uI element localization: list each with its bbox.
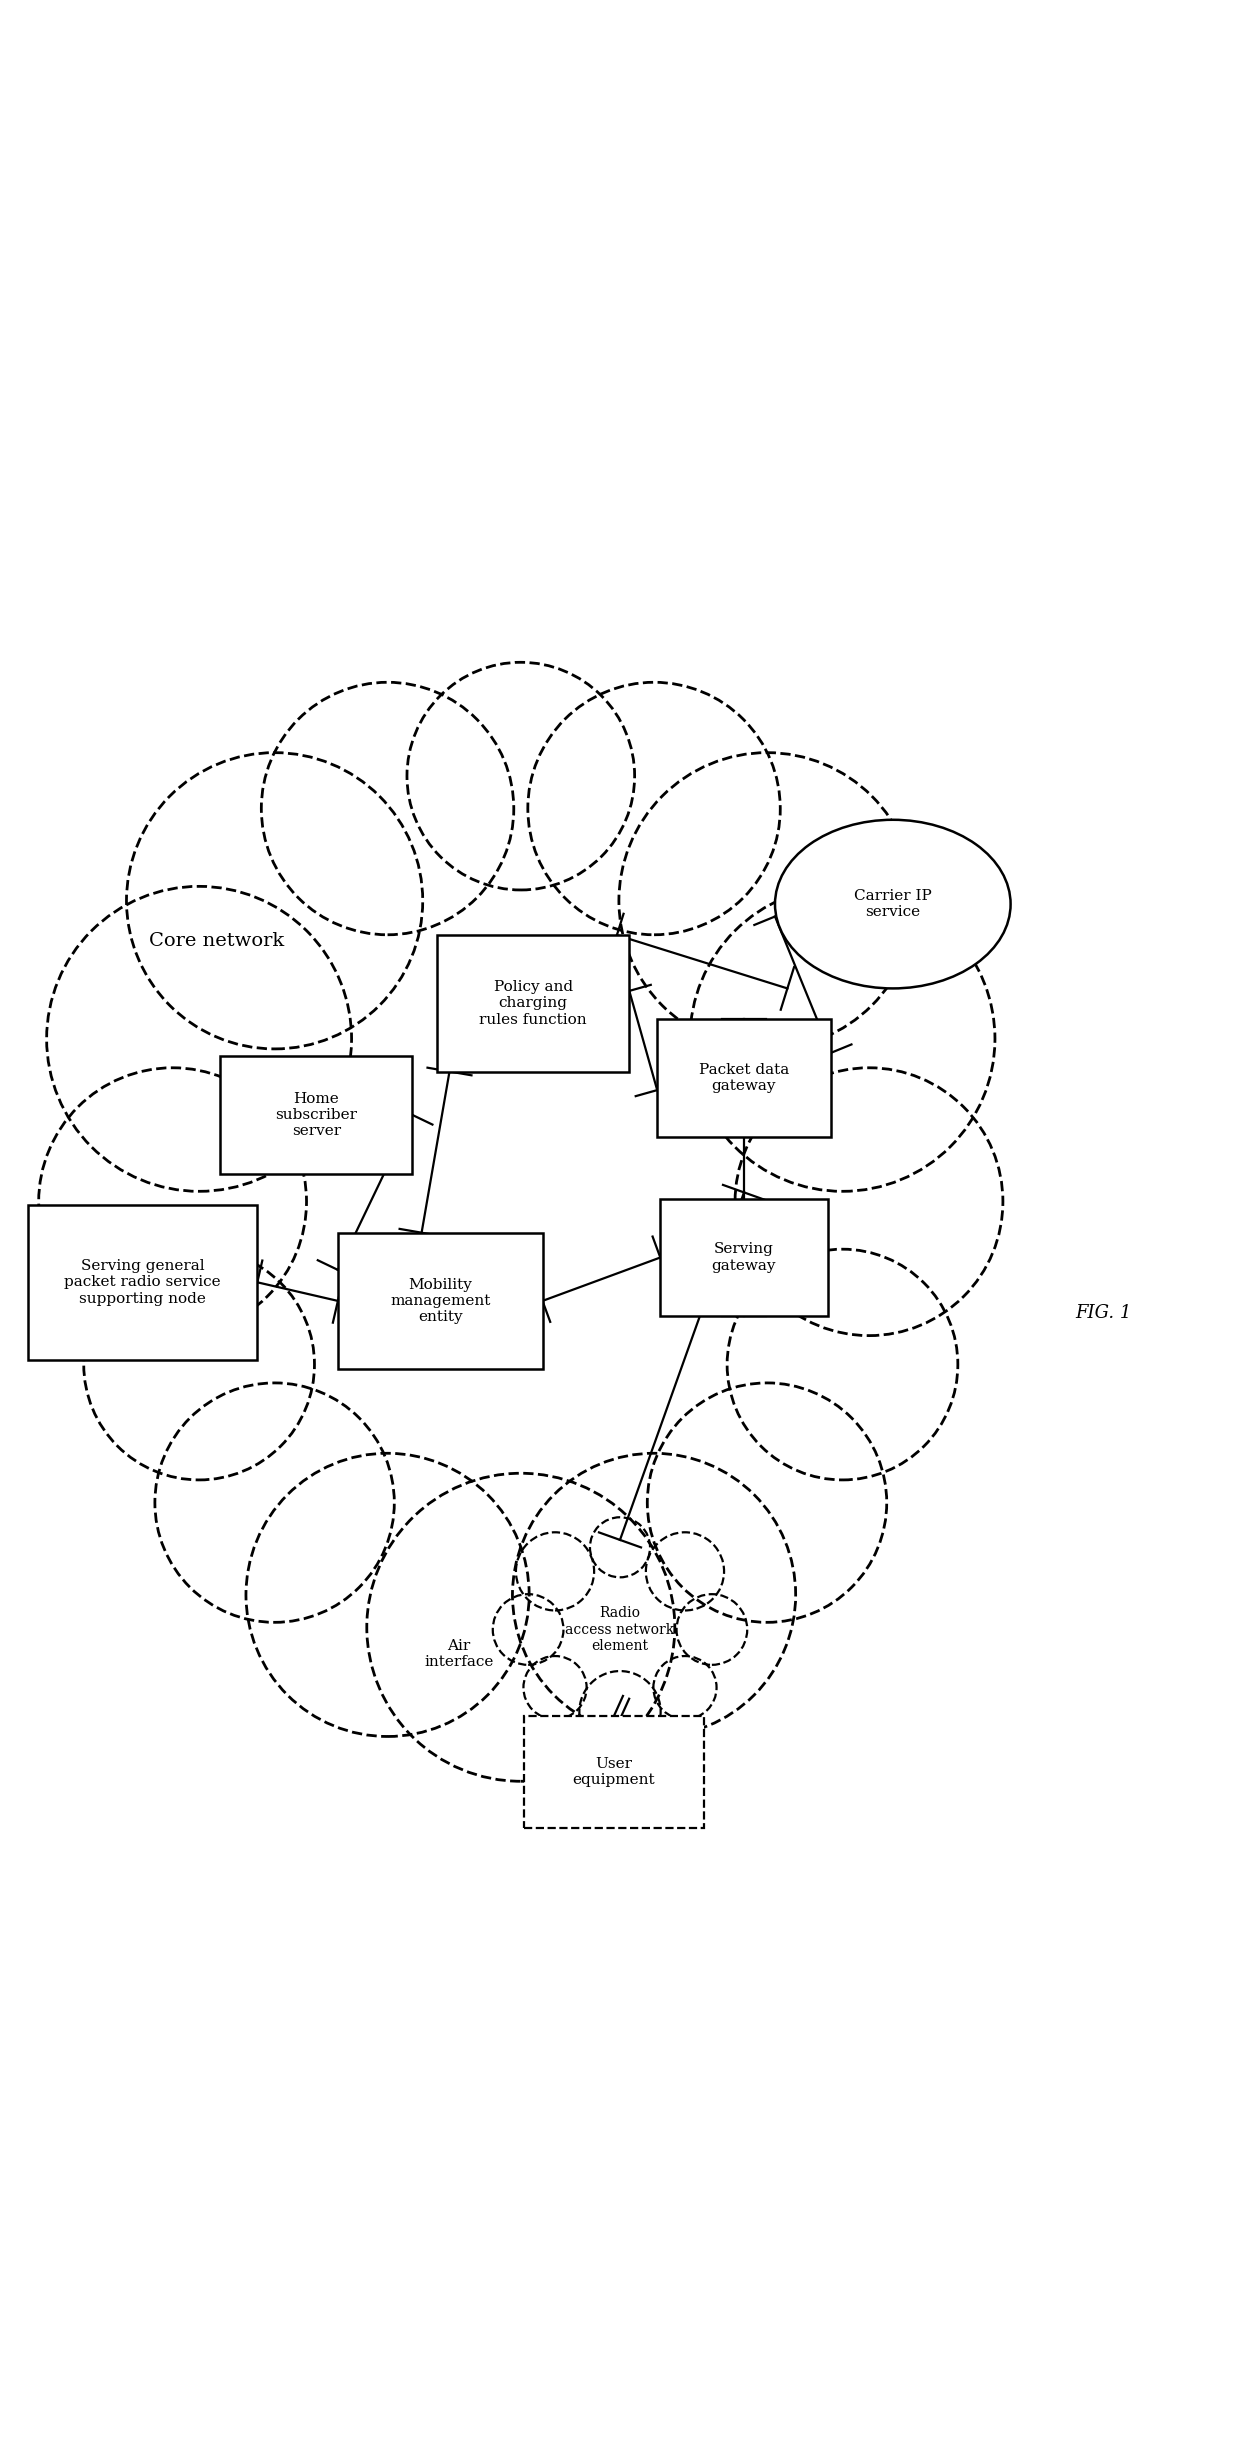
Text: Carrier IP
service: Carrier IP service xyxy=(854,888,931,920)
FancyBboxPatch shape xyxy=(523,1717,704,1827)
Text: Radio
access network
element: Radio access network element xyxy=(565,1607,675,1653)
FancyBboxPatch shape xyxy=(436,935,629,1072)
Text: Air
interface: Air interface xyxy=(424,1639,494,1670)
Text: FIG. 1: FIG. 1 xyxy=(1075,1305,1132,1322)
Text: Policy and
charging
rules function: Policy and charging rules function xyxy=(480,981,587,1025)
FancyBboxPatch shape xyxy=(657,1018,831,1136)
Text: Home
subscriber
server: Home subscriber server xyxy=(275,1092,357,1138)
Text: Serving
gateway: Serving gateway xyxy=(712,1241,776,1273)
Text: Serving general
packet radio service
supporting node: Serving general packet radio service sup… xyxy=(64,1258,221,1305)
Text: Mobility
management
entity: Mobility management entity xyxy=(391,1278,490,1325)
Text: Packet data
gateway: Packet data gateway xyxy=(699,1062,789,1092)
FancyBboxPatch shape xyxy=(660,1200,828,1317)
FancyBboxPatch shape xyxy=(337,1234,543,1369)
FancyBboxPatch shape xyxy=(29,1204,258,1359)
Ellipse shape xyxy=(775,819,1011,989)
FancyBboxPatch shape xyxy=(221,1055,412,1175)
Text: User
equipment: User equipment xyxy=(573,1756,655,1788)
Text: Core network: Core network xyxy=(149,932,285,949)
